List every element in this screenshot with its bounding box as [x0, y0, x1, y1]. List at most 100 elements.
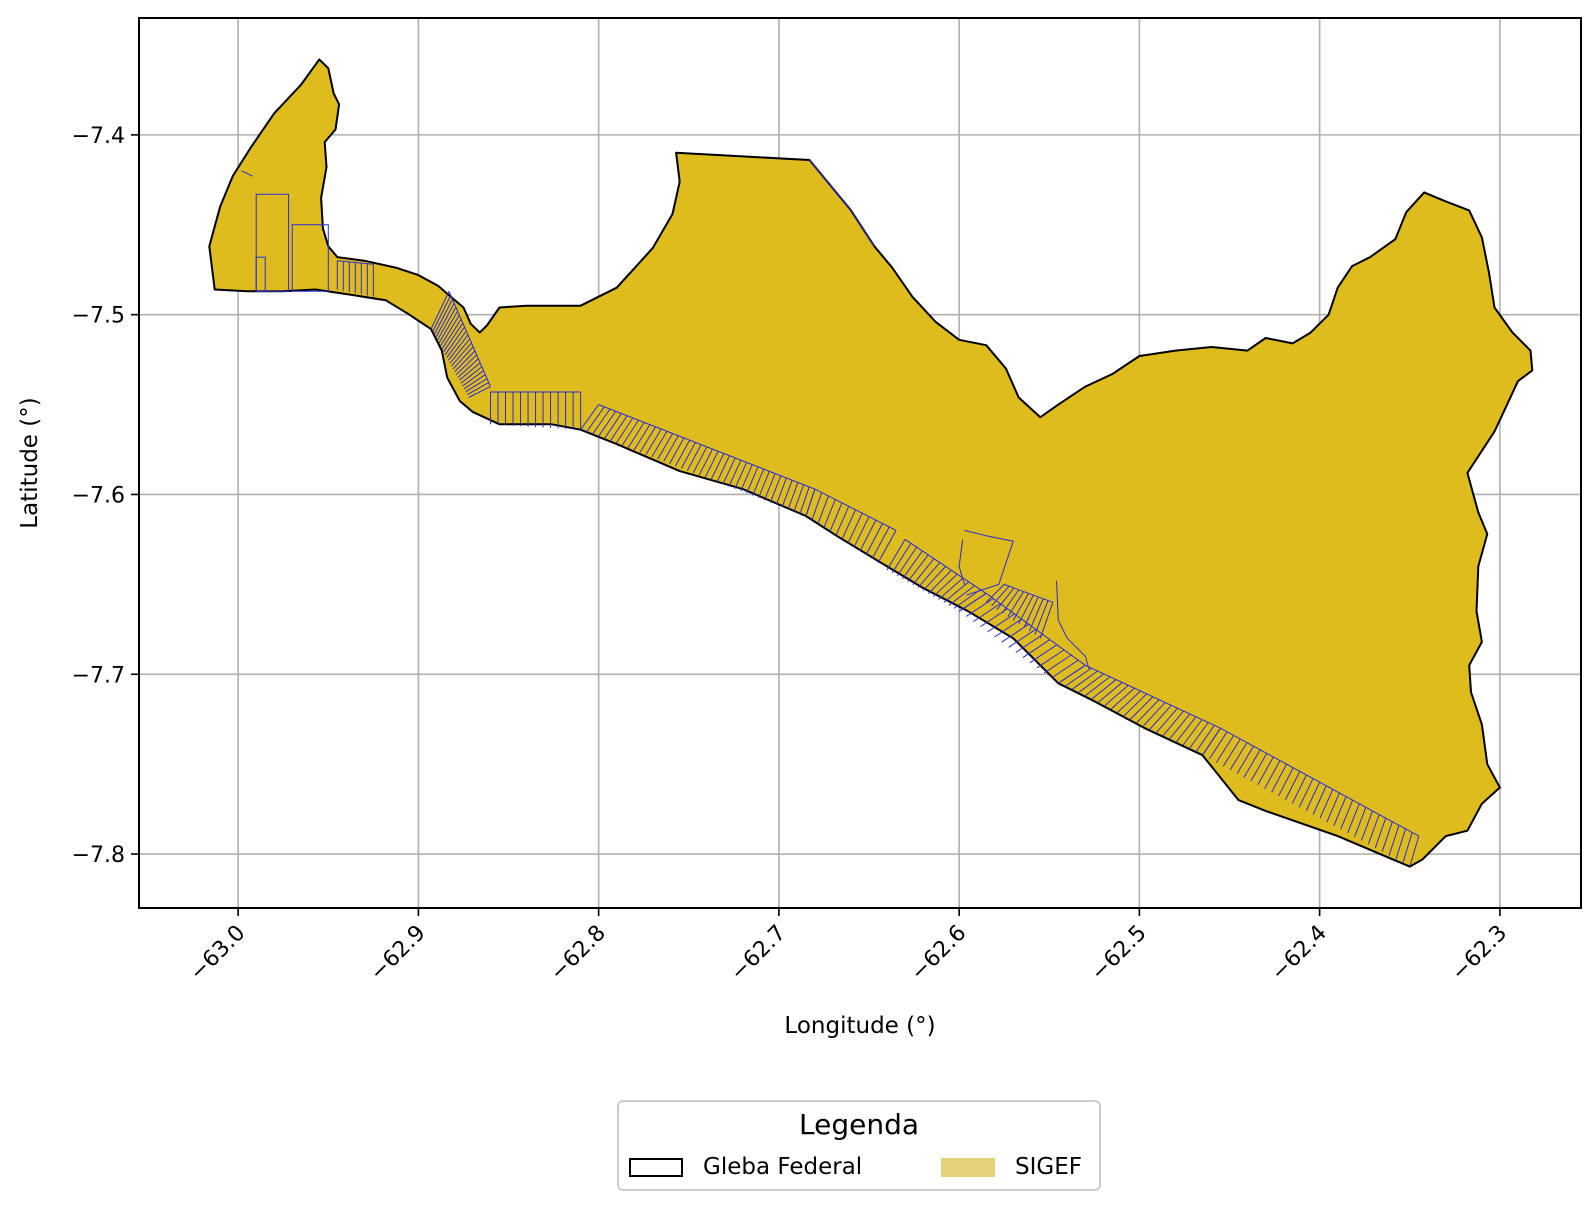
sigef-parcel-divider [886, 539, 906, 571]
sigef-parcel-divider [787, 482, 799, 510]
sigef-strip-edge [598, 404, 816, 490]
sigef-strip-edge [1004, 583, 1054, 603]
sigef-parcel-divider [1028, 598, 1044, 632]
sigef-parcel-divider [657, 433, 674, 460]
sigef-parcel-divider [1333, 796, 1347, 826]
sigef-parcel-divider [933, 573, 958, 597]
sigef-parcel-divider [1202, 727, 1221, 756]
sigef-parcel-divider [1162, 710, 1185, 736]
axes-frame [138, 17, 1582, 909]
sigef-parcel-divider [675, 439, 691, 467]
sigef-parcel [291, 224, 329, 292]
sigef-parcel-divider [443, 322, 464, 353]
sigef-parcel-divider [1271, 763, 1288, 793]
sigef-parcel-divider [639, 426, 656, 453]
gleba-federal-layer [208, 58, 1534, 868]
sigef-parcel-divider [1116, 690, 1141, 714]
x-tick-label: −62.6 [906, 921, 971, 986]
sigef-parcel-divider [1236, 745, 1254, 775]
sigef-parcel-divider [985, 584, 1005, 603]
sigef-parcel-divider [432, 295, 452, 333]
sigef-parcel-divider [1143, 702, 1166, 727]
sigef-parcel-divider [621, 419, 639, 446]
sigef-parcel-divider [829, 502, 843, 532]
sigef-parcel-divider [948, 585, 975, 606]
sigef-parcel-divider [740, 464, 753, 492]
sigef-parcel-divider [1034, 600, 1049, 635]
sigef-parcel-divider [1022, 639, 1051, 658]
sigef-parcel-divider [758, 471, 770, 499]
sigef-parcel-divider [1029, 644, 1058, 664]
sigef-parcel-divider [1007, 591, 1025, 617]
sigef-parcel-divider [1374, 817, 1387, 849]
sigef-parcel-divider [1395, 828, 1407, 860]
legend-label-sigef: SIGEF [1015, 1154, 1082, 1180]
sigef-parcel-divider [752, 468, 765, 496]
legend-item-gleba: Gleba Federal [629, 1154, 862, 1180]
sigef-parcel-divider [793, 484, 805, 512]
y-tick-label: −7.7 [72, 663, 125, 688]
sigef-strip-edge [1085, 664, 1221, 729]
x-tick-label: −62.8 [546, 921, 611, 986]
sigef-parcel-divider [603, 413, 622, 440]
sigef-parcel-divider [686, 444, 702, 471]
legend-title: Legenda [798, 1108, 919, 1141]
sigef-parcel-divider [586, 406, 605, 433]
sigef-parcel-divider [435, 302, 455, 338]
sigef-parcel-divider [447, 334, 469, 361]
sigef-parcel-divider [1130, 696, 1154, 720]
sigef-parcel-divider [722, 457, 736, 485]
x-tick-label: −62.9 [365, 921, 430, 986]
sigef-parcel-divider [853, 516, 870, 548]
sigef-parcel-divider [1326, 792, 1340, 823]
sigef-parcel-divider [460, 366, 483, 384]
sigef-parcel-divider [459, 362, 481, 381]
sigef-parcel-divider [698, 448, 713, 476]
sigef-swatch-icon [941, 1157, 995, 1177]
sigef-parcel-divider [462, 370, 484, 387]
sigef-parcel-divider [1175, 716, 1197, 743]
sigef-parcel-divider [938, 577, 964, 600]
sigef-strip-edge [1220, 727, 1420, 837]
sigef-parcel-divider [917, 562, 941, 589]
sigef-parcel-divider [987, 613, 1015, 633]
sigef-parcel-divider [805, 488, 816, 517]
y-tick-label: −7.8 [72, 843, 125, 868]
sigef-parcel-divider [609, 415, 628, 442]
sigef-parcel-divider [953, 589, 981, 609]
sigef-parcel-divider [430, 291, 450, 330]
sigef-parcel-divider [1156, 707, 1178, 733]
sigef-strip-edge [814, 488, 897, 531]
sigef-parcel-divider [580, 404, 600, 431]
sigef-parcel-divider [1319, 789, 1334, 819]
legend: Legenda Gleba Federal SIGEF [617, 1100, 1101, 1191]
sigef-parcel-divider [704, 451, 719, 478]
sigef-parcel-divider [1057, 664, 1086, 684]
sigef-parcel-divider [1071, 670, 1098, 691]
sigef-parcel-divider [680, 442, 696, 469]
sigef-parcel-divider [1340, 799, 1354, 830]
sigef-parcel-divider [451, 342, 472, 367]
sigef-parcel-divider [1264, 760, 1281, 789]
sigef-parcel-divider [841, 509, 856, 540]
sigef-parcel-divider [452, 346, 474, 370]
sigef-parcel-edge [809, 159, 875, 247]
sigef-parcel-divider [1360, 810, 1373, 841]
sigef-parcel-divider [877, 530, 897, 564]
y-tick-label: −7.4 [72, 124, 125, 149]
sigef-parcel-divider [1077, 673, 1105, 694]
sigef-parcel-divider [651, 430, 668, 458]
sigef-parcel-divider [633, 424, 651, 451]
sigef-parcel-divider [1012, 593, 1029, 621]
sigef-parcel-divider [1222, 738, 1241, 767]
sigef-parcel-divider [1195, 725, 1215, 753]
x-ticks: −63.0 −62.9 −62.8 −62.7 −62.6 −62.5 −62.4 −62.3 [185, 908, 1512, 986]
x-tick-label: −62.5 [1086, 921, 1151, 986]
gleba-swatch-icon [629, 1157, 683, 1177]
sigef-parcel-divider [811, 492, 823, 521]
x-tick-label: −62.4 [1267, 921, 1332, 986]
sigef-parcel-divider [1123, 693, 1148, 717]
sigef-parcel-divider [799, 486, 810, 514]
sigef-parcel-divider [433, 299, 453, 335]
sigef-parcel-divider [763, 473, 776, 501]
